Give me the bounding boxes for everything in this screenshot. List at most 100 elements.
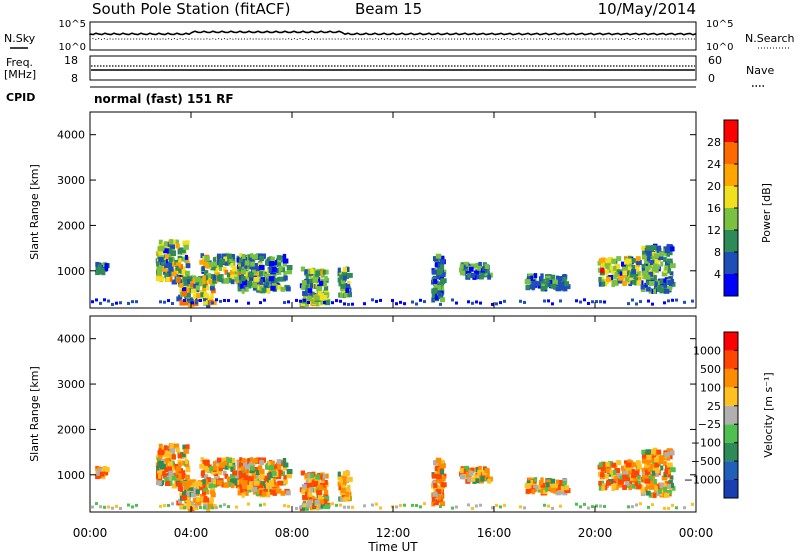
power-echo-cell	[433, 278, 438, 284]
velocity-echo-cell	[227, 505, 230, 509]
power-echo-cell	[203, 299, 208, 305]
power-echo-cell	[184, 254, 188, 260]
power-echo-cell	[547, 299, 550, 303]
velocity-echo-cell	[438, 478, 444, 484]
velocity-echo-cell	[559, 504, 562, 508]
velocity-echo-cell	[175, 469, 179, 475]
power-echo-cell	[241, 269, 246, 275]
velocity-echo-cell	[307, 492, 313, 498]
velocity-echo-cell	[223, 482, 230, 488]
velocity-echo-cell	[531, 489, 535, 495]
velocity-echo-cell	[223, 503, 226, 507]
velocity-echo-cell	[579, 505, 582, 509]
velocity-echo-cell	[184, 488, 188, 494]
velocity-echo-cell	[540, 489, 545, 495]
y-tick-label: 3000	[57, 174, 85, 187]
velocity-echo-cell	[301, 484, 307, 490]
velocity-echo-cell	[159, 504, 162, 508]
power-echo-cell	[238, 258, 243, 264]
velocity-echo-cell	[309, 487, 313, 493]
power-echo-cell	[343, 292, 348, 298]
power-echo-cell	[415, 302, 418, 306]
velocity-echo-cell	[178, 462, 182, 468]
velocity-echo-cell	[341, 476, 348, 482]
velocity-echo-cell	[315, 505, 320, 511]
power-echo-cell	[459, 267, 463, 273]
power-echo-cell	[286, 269, 292, 275]
velocity-echo-cell	[440, 476, 446, 482]
power-echo-cell	[316, 286, 323, 292]
power-echo-cell	[605, 264, 611, 269]
velocity-echo-cell	[267, 489, 272, 495]
power-echo-cell	[244, 260, 250, 266]
power-echo-cell	[206, 273, 211, 279]
power-echo-cell	[339, 293, 344, 298]
power-echo-cell	[215, 264, 221, 270]
velocity-echo-cell	[642, 474, 648, 480]
colorbar-tick-label: 100	[700, 381, 721, 394]
velocity-echo-cell	[167, 503, 170, 507]
velocity-echo-cell	[211, 506, 214, 510]
power-echo-cell	[664, 288, 670, 294]
velocity-echo-cell	[622, 474, 628, 480]
velocity-echo-cell	[226, 458, 232, 463]
freq-label-line1: Freq.	[6, 56, 33, 69]
velocity-echo-cell	[648, 492, 655, 498]
power-echo-cell	[451, 298, 454, 302]
power-echo-cell	[545, 275, 551, 281]
velocity-echo-cell	[667, 506, 670, 510]
power-echo-cell	[107, 299, 110, 303]
velocity-echo-cell	[245, 490, 249, 496]
power-echo-cell	[236, 269, 242, 275]
power-echo-cell	[437, 291, 442, 297]
velocity-echo-cell	[599, 504, 602, 508]
power-echo-cell	[191, 301, 194, 305]
power-echo-cell	[210, 293, 214, 299]
power-echo-cell	[419, 298, 422, 302]
power-echo-cell	[287, 300, 290, 304]
power-echo-cell	[169, 261, 176, 267]
velocity-echo-cell	[99, 469, 104, 474]
power-echo-cell	[322, 269, 326, 275]
power-echo-cell	[241, 254, 246, 259]
velocity-echo-cell	[338, 485, 342, 491]
velocity-echo-cell	[337, 471, 341, 477]
velocity-echo-cell	[179, 492, 184, 498]
power-echo-cell	[439, 259, 445, 265]
velocity-echo-cell	[608, 461, 614, 467]
velocity-echo-cell	[646, 460, 651, 466]
velocity-echo-cell	[435, 499, 439, 505]
velocity-echo-cell	[470, 467, 475, 473]
power-echo-cell	[433, 282, 438, 288]
power-echo-cell	[663, 278, 667, 284]
velocity-echo-cell	[665, 465, 670, 471]
power-echo-cell	[583, 298, 586, 302]
velocity-echo-cell	[438, 485, 443, 491]
velocity-echo-cell	[669, 467, 676, 473]
power-echo-cell	[549, 279, 553, 285]
power-echo-cell	[654, 281, 658, 287]
power-echo-cell	[183, 287, 190, 293]
velocity-echo-cell	[179, 487, 184, 492]
velocity-echo-cell	[310, 495, 315, 501]
power-echo-cell	[158, 257, 164, 262]
velocity-echo-cell	[192, 497, 197, 503]
power-echo-cell	[179, 248, 186, 254]
power-echo-cell	[601, 281, 606, 287]
power-echo-cell	[259, 271, 263, 277]
velocity-echo-cell	[171, 454, 176, 460]
power-echo-cell	[249, 277, 253, 283]
velocity-echo-cell	[655, 468, 660, 474]
power-echo-cell	[644, 274, 651, 280]
velocity-echo-cell	[651, 449, 657, 454]
velocity-echo-cell	[204, 479, 208, 485]
power-echo-cell	[531, 285, 535, 291]
velocity-echo-cell	[163, 504, 166, 508]
power-echo-cell	[218, 262, 223, 268]
velocity-echo-cell	[250, 465, 255, 471]
power-echo-cell	[179, 288, 184, 294]
power-echo-cell	[604, 269, 609, 275]
power-echo-cell	[236, 257, 241, 263]
velocity-echo-cell	[658, 488, 662, 494]
power-echo-cell	[683, 300, 686, 304]
